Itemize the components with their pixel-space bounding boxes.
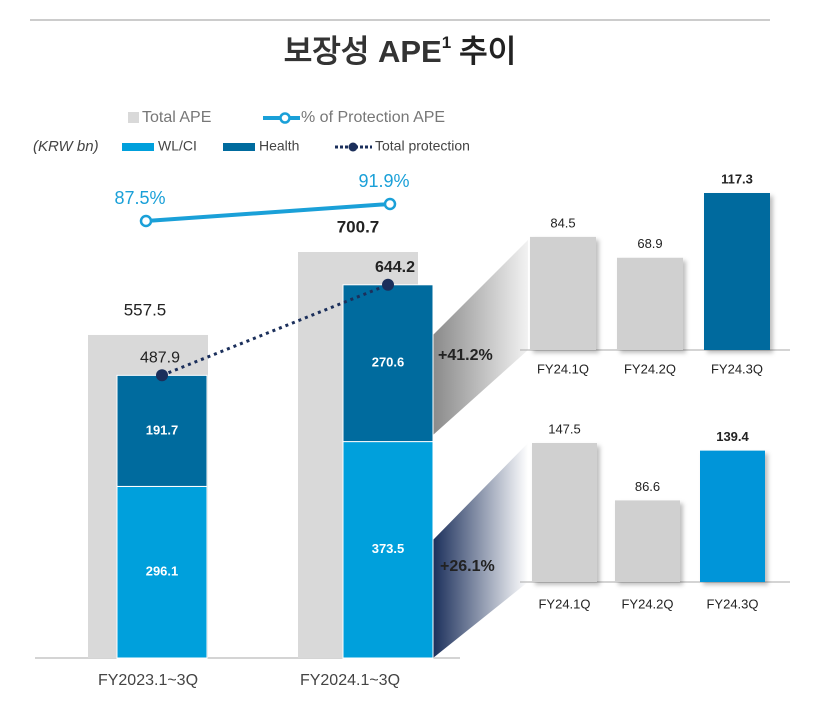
legend-swatch (122, 143, 154, 151)
protection-pct-line (145, 202, 391, 223)
connector (433, 443, 528, 658)
segment-label: 296.1 (146, 564, 179, 579)
legend-label: Total APE (142, 109, 211, 126)
segment-label: 270.6 (372, 355, 405, 370)
legend-label: % of Protection APE (301, 109, 445, 126)
legend-swatch (348, 142, 358, 152)
bar (704, 193, 770, 350)
bar (617, 257, 683, 350)
x-tick-label: FY24.2Q (621, 596, 673, 611)
stack-segment (342, 284, 434, 443)
legend-label: Total protection (375, 138, 470, 154)
x-tick-label: FY24.1Q (538, 596, 590, 611)
bar (532, 443, 597, 582)
legend-label: Health (259, 138, 299, 154)
title-suffix: 추이 (459, 34, 516, 69)
legend-swatch (128, 112, 139, 123)
total-label: 700.7 (337, 217, 380, 236)
total-label: 557.5 (124, 300, 167, 319)
connector (433, 240, 528, 435)
bar (615, 500, 680, 582)
unit-label: (KRW bn) (33, 138, 99, 155)
x-tick-label: FY24.2Q (624, 361, 676, 376)
total-protection-line (161, 283, 389, 377)
legend-swatch (223, 143, 255, 151)
x-tick-label: FY24.1Q (537, 361, 589, 376)
value-label: 117.3 (721, 171, 753, 186)
total-protection-label: 644.2 (375, 259, 415, 276)
legend-swatch (279, 112, 291, 124)
x-tick-label: FY2024.1~3Q (300, 672, 400, 689)
title-main: 보장성 APE (284, 34, 442, 69)
bar (530, 236, 596, 350)
growth-annotation: +41.2% (438, 347, 493, 364)
value-label: 147.5 (548, 421, 581, 436)
total-protection-point (382, 278, 394, 291)
legend-label: WL/CI (158, 138, 197, 154)
stack-segment (342, 441, 434, 659)
bar (700, 450, 765, 582)
growth-annotation: +26.1% (440, 558, 495, 575)
x-tick-label: FY24.3Q (711, 361, 763, 376)
protection-pct-point (383, 197, 397, 211)
x-tick-label: FY24.3Q (706, 596, 758, 611)
protection-pct-label: 87.5% (114, 188, 165, 208)
value-label: 139.4 (716, 429, 749, 444)
protection-pct-label: 91.9% (358, 171, 409, 191)
segment-label: 373.5 (372, 541, 405, 556)
protection-pct-point (139, 214, 153, 228)
value-label: 86.6 (635, 479, 660, 494)
value-label: 84.5 (550, 215, 575, 230)
total-protection-point (156, 369, 168, 382)
total-protection-label: 487.9 (140, 350, 180, 367)
stack-segment (116, 374, 208, 487)
title-footnote: 1 (442, 33, 451, 52)
slide-title: 보장성 APE1 추이 (284, 33, 516, 69)
segment-label: 191.7 (146, 422, 179, 437)
x-tick-label: FY2023.1~3Q (98, 672, 198, 689)
value-label: 68.9 (637, 236, 662, 251)
